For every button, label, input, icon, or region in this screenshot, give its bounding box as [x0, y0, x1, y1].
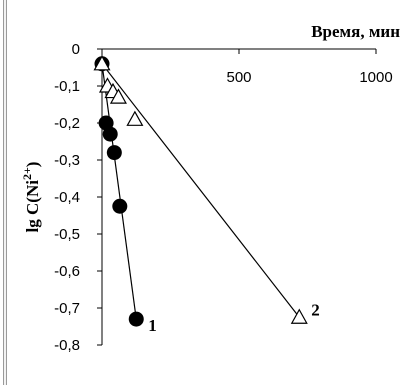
y-tick-label: -0,3: [54, 152, 80, 169]
series-2-label: 2: [311, 300, 320, 319]
series-2-point: [93, 55, 111, 71]
y-axis-title-superscript: 2+: [20, 167, 34, 180]
series-1-point: [128, 311, 144, 327]
y-tick-label: 0: [72, 41, 80, 58]
series-1-point: [106, 145, 122, 161]
y-axis-title-main: lg C(Ni: [23, 180, 42, 233]
x-tick-label: 1000: [359, 69, 392, 86]
series-1-line: [101, 63, 137, 320]
y-tick-label: -0,4: [54, 189, 80, 206]
y-tick-label: -0,2: [54, 115, 80, 132]
y-tick-label: -0,6: [54, 263, 80, 280]
series-2-line: [101, 63, 300, 318]
y-axis-title: lg C(Ni2+): [20, 162, 42, 233]
series-1-label: 1: [148, 316, 157, 335]
series-2-point: [290, 308, 308, 324]
x-axis-title: Время, мин: [311, 22, 400, 41]
y-tick-label: -0,5: [54, 226, 80, 243]
series-1-point: [102, 126, 118, 142]
series-1-point: [112, 198, 128, 214]
x-tick-label: 500: [226, 69, 251, 86]
series-2-point: [109, 88, 127, 104]
series-2-point: [126, 110, 144, 126]
y-tick-label: -0,8: [54, 337, 80, 354]
window-left-edge: [3, 0, 7, 385]
y-tick-label: -0,1: [54, 78, 80, 95]
y-axis-title-end: ): [23, 162, 42, 168]
y-tick-label: -0,7: [54, 300, 80, 317]
